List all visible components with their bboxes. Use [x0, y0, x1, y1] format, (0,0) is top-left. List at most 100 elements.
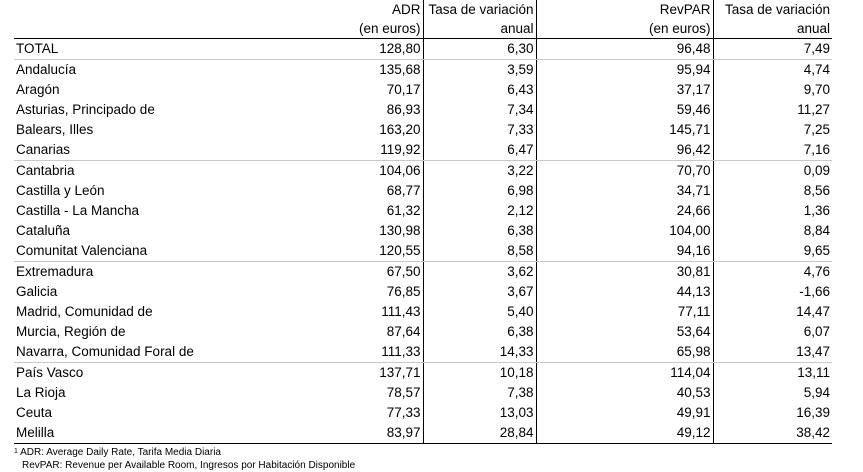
tasa-revpar-value: 14,47: [712, 302, 832, 322]
tasa-adr-value: 8,58: [422, 241, 536, 262]
footnote-adr: 1 ADR: Average Daily Rate, Tarifa Media …: [14, 446, 355, 459]
header-tasa-revpar-unit: anual: [712, 19, 832, 39]
region-name: Ceuta: [16, 405, 53, 420]
header-adr-unit: (en euros): [246, 19, 423, 39]
adr-value: 137,71: [379, 365, 421, 380]
region-name: Asturias, Principado de: [16, 102, 155, 117]
tasa-revpar-value: 7,16: [712, 140, 832, 161]
header-region: [14, 0, 246, 19]
table-row: Andalucía 135,68 3,59 95,94 4,74: [14, 59, 832, 80]
tasa-revpar-value: 9,70: [712, 80, 832, 100]
tasa-adr-value: 6,47: [422, 140, 536, 161]
adr-value: 104,06: [379, 163, 421, 178]
table-row: Cantabria 104,06 3,22 70,70 0,09: [14, 160, 832, 181]
revpar-value: 59,46: [535, 100, 713, 120]
tasa-adr-value: 13,03: [422, 403, 536, 423]
adr-value: 68,77: [386, 183, 421, 198]
revpar-value: 37,17: [535, 80, 713, 100]
table-row: Canarias 119,92 6,47 96,42 7,16: [14, 140, 832, 161]
revpar-value: 24,66: [535, 201, 713, 221]
region-name: Andalucía: [16, 62, 77, 77]
tasa-adr-value: 6,38: [422, 221, 536, 241]
revpar-value: 44,13: [535, 282, 713, 302]
revpar-value: 49,91: [535, 403, 713, 423]
footnote-revpar: RevPAR: Revenue per Available Room, Ingr…: [22, 460, 356, 471]
tasa-revpar-value: 13,11: [712, 362, 832, 383]
region-name: La Rioja: [16, 385, 66, 400]
header-region-2: [14, 19, 246, 39]
adr-value: 67,50: [386, 264, 421, 279]
revpar-value: 94,16: [535, 241, 713, 262]
tasa-revpar-value: 4,74: [712, 59, 832, 80]
tasa-revpar-value: 38,42: [712, 423, 832, 444]
adr-value: 87,64: [386, 324, 421, 339]
tasa-adr-value: 7,34: [422, 100, 536, 120]
tasa-revpar-value: 8,56: [712, 181, 832, 201]
region-name: Castilla y León: [16, 183, 105, 198]
region-name: Comunitat Valenciana: [14, 241, 246, 262]
revpar-value: 145,71: [535, 120, 713, 140]
adr-value: 135,68: [379, 62, 421, 77]
adr-value: 77,33: [386, 405, 421, 420]
tasa-revpar-value: 11,27: [712, 100, 832, 120]
region-name: Madrid, Comunidad de: [16, 304, 153, 319]
revpar-value: 34,71: [535, 181, 713, 201]
table-row: Extremadura 67,50 3,62 30,81 4,76: [14, 261, 832, 282]
region-name: Cantabria: [16, 163, 75, 178]
region-name: Canarias: [14, 140, 246, 161]
tasa-revpar-value: 4,76: [712, 261, 832, 282]
adr-value: 86,93: [386, 102, 421, 117]
tasa-revpar-value: 13,47: [712, 342, 832, 363]
revpar-value: 77,11: [535, 302, 713, 322]
header-tasa-revpar: Tasa de variación: [712, 0, 832, 19]
table-row: Melilla 83,97 28,84 49,12 38,42: [14, 423, 832, 444]
region-name: Balears, Illes: [16, 122, 94, 137]
region-name: País Vasco: [16, 365, 84, 380]
table-row: Comunitat Valenciana 120,55 8,58 94,16 9,65: [14, 241, 832, 262]
adr-value: 163,20: [379, 122, 421, 137]
adr-value: 111,33: [246, 342, 423, 363]
table-row: Cataluña 130,98 6,38 104,00 8,84: [14, 221, 832, 241]
revpar-value: 114,04: [535, 362, 713, 383]
region-name: Navarra, Comunidad Foral de: [14, 342, 246, 363]
tasa-revpar-value: 6,07: [712, 322, 832, 342]
adr-value: 111,43: [381, 304, 421, 319]
footnotes: 1 ADR: Average Daily Rate, Tarifa Media …: [14, 446, 355, 472]
tasa-revpar-value: 0,09: [712, 160, 832, 181]
adr-value: 120,55: [246, 241, 423, 262]
footnote-mark: 1: [14, 448, 18, 455]
tasa-revpar-value: 16,39: [712, 403, 832, 423]
tasa-revpar-value: 7,25: [712, 120, 832, 140]
revpar-value: 95,94: [535, 59, 713, 80]
tasa-adr-value: 6,30: [422, 38, 536, 60]
tasa-adr-value: 28,84: [422, 423, 536, 444]
header-revpar-unit: (en euros): [535, 19, 713, 39]
tasa-adr-value: 3,62: [422, 261, 536, 282]
tasa-revpar-value: 1,36: [712, 201, 832, 221]
tasa-revpar-value: 9,65: [712, 241, 832, 262]
footnote-adr-text: ADR: Average Daily Rate, Tarifa Media Di…: [20, 447, 221, 458]
adr-value: 119,92: [246, 140, 423, 161]
tasa-adr-value: 6,38: [422, 322, 536, 342]
adr-value: 130,98: [379, 223, 421, 238]
region-name: Castilla - La Mancha: [16, 203, 140, 218]
table-row: Madrid, Comunidad de 111,43 5,40 77,11 14,47: [14, 302, 832, 322]
header-tasa-adr: Tasa de variación: [422, 0, 536, 19]
header-revpar: RevPAR: [535, 0, 713, 19]
tasa-adr-value: 3,59: [422, 59, 536, 80]
tasa-adr-value: 5,40: [422, 302, 536, 322]
tasa-adr-value: 3,67: [422, 282, 536, 302]
tasa-adr-value: 6,98: [422, 181, 536, 201]
region-name: Cataluña: [16, 223, 71, 238]
tasa-adr-value: 14,33: [422, 342, 536, 363]
revpar-value: 53,64: [535, 322, 713, 342]
header-tasa-adr-unit: anual: [422, 19, 536, 39]
table-row: Navarra, Comunidad Foral de 111,33 14,33 65…: [14, 342, 832, 363]
revpar-value: 65,98: [535, 342, 713, 363]
revpar-value: 30,81: [535, 261, 713, 282]
revpar-value: 40,53: [535, 383, 713, 403]
tasa-adr-value: 7,33: [422, 120, 536, 140]
revpar-value: 96,48: [535, 38, 713, 60]
hotel-indicators-table-container: ADR Tasa de variación RevPAR Tasa de var…: [14, 0, 832, 444]
table-row: Castilla y León 68,77 6,98 34,71 8,56: [14, 181, 832, 201]
